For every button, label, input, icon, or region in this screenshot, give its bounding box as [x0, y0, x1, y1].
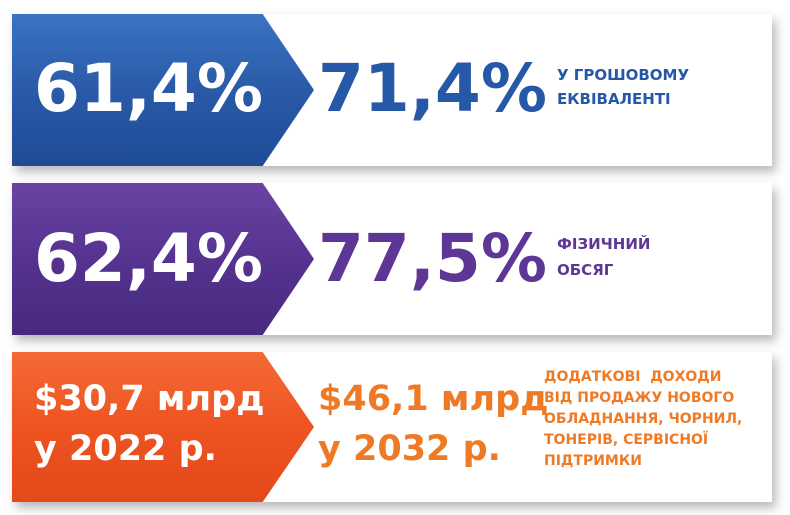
- value-line: $46,1 млрд: [318, 379, 549, 419]
- forecast-value: 77,5%: [318, 220, 547, 297]
- value-line: у 2032 р.: [318, 429, 501, 469]
- previous-value: $30,7 млрд у 2022 р.: [34, 374, 264, 474]
- stat-description: ДОДАТКОВІ ДОХОДИ ВІД ПРОДАЖУ НОВОГО ОБЛА…: [544, 367, 742, 472]
- value-line: у 2022 р.: [34, 429, 217, 469]
- description-line: ВІД ПРОДАЖУ НОВОГО: [544, 390, 735, 406]
- stat-row-monetary: 61,4% 71,4% У ГРОШОВОМУ ЕКВІВАЛЕНТІ: [12, 14, 774, 166]
- value-line: $30,7 млрд: [34, 379, 265, 419]
- previous-value: 62,4%: [34, 220, 263, 297]
- stat-row-physical: 62,4% 77,5% ФІЗИЧНИЙ ОБСЯГ: [12, 183, 774, 335]
- arrow-banner: [12, 14, 314, 166]
- forecast-value: $46,1 млрд у 2032 р.: [318, 374, 548, 474]
- description-line: ПІДТРИМКИ: [544, 453, 643, 469]
- description-line: ЕКВІВАЛЕНТІ: [557, 90, 671, 108]
- previous-value: 61,4%: [34, 50, 263, 127]
- forecast-value: 71,4%: [318, 50, 547, 127]
- arrow-banner: [12, 183, 314, 335]
- description-line: ОБЛАДНАННЯ, ЧОРНИЛ,: [544, 411, 743, 427]
- stat-description: ФІЗИЧНИЙ ОБСЯГ: [557, 231, 650, 283]
- arrow-banner: [12, 352, 314, 502]
- description-line: ДОДАТКОВІ ДОХОДИ: [544, 369, 722, 385]
- description-line: У ГРОШОВОМУ: [557, 66, 690, 84]
- stat-row-revenue: $30,7 млрд у 2022 р. $46,1 млрд у 2032 р…: [12, 352, 774, 502]
- stat-description: У ГРОШОВОМУ ЕКВІВАЛЕНТІ: [557, 63, 689, 111]
- description-line: ТОНЕРІВ, СЕРВІСНОЇ: [544, 432, 709, 448]
- description-line: ФІЗИЧНИЙ: [557, 235, 651, 253]
- description-line: ОБСЯГ: [557, 261, 614, 279]
